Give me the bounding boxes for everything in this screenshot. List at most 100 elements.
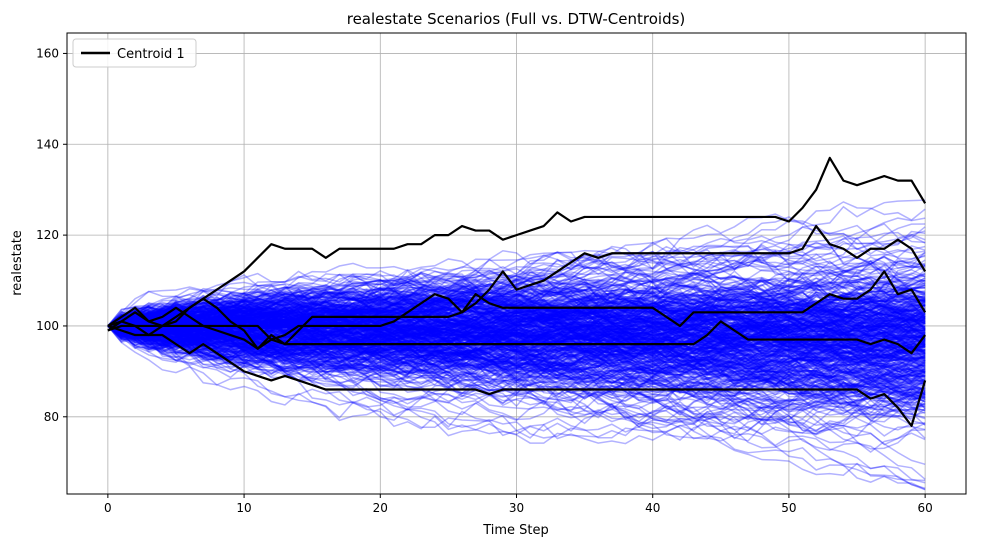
- y-tick-label: 80: [44, 410, 59, 424]
- legend-label-centroid-1: Centroid 1: [117, 47, 185, 62]
- scenario-line: [107, 275, 926, 327]
- scenario-line: [107, 247, 926, 327]
- scenario-line: [107, 291, 926, 336]
- scenario-line: [107, 324, 926, 388]
- scenario-line: [107, 325, 926, 394]
- scenario-line: [107, 311, 926, 349]
- scenario-line: [107, 316, 926, 404]
- scenario-line: [107, 278, 926, 348]
- scenario-line: [107, 317, 926, 389]
- scenario-line: [107, 250, 926, 329]
- scenario-line: [107, 325, 926, 480]
- scenario-line: [107, 290, 926, 343]
- scenario-line: [107, 291, 926, 351]
- scenario-line: [107, 311, 926, 377]
- scenario-line: [107, 320, 926, 358]
- scenario-line: [107, 305, 926, 391]
- scenario-line: [107, 295, 926, 366]
- scenario-line: [107, 325, 926, 384]
- scenario-line: [107, 310, 926, 425]
- scenario-line: [107, 235, 926, 329]
- scenario-line: [107, 277, 926, 330]
- scenario-line: [107, 303, 926, 368]
- scenario-line: [107, 251, 926, 337]
- centroid-line-3: [107, 270, 927, 341]
- scenario-line: [107, 303, 926, 358]
- scenario-line: [107, 322, 926, 389]
- scenario-line: [107, 283, 926, 364]
- scenario-line: [107, 293, 926, 340]
- scenario-line: [107, 300, 926, 351]
- x-tick-label: 40: [645, 501, 660, 515]
- scenario-line: [107, 201, 926, 327]
- centroid-line-2: [107, 224, 927, 350]
- scenario-line: [107, 306, 926, 389]
- scenario-line: [107, 290, 926, 342]
- scenario-line: [107, 305, 926, 369]
- scenario-line: [107, 325, 926, 442]
- scenario-line: [107, 305, 926, 374]
- scenario-line: [107, 315, 926, 373]
- scenario-line: [107, 304, 926, 366]
- scenario-line: [107, 289, 926, 341]
- scenario-line: [107, 287, 926, 342]
- scenario-line: [107, 324, 926, 397]
- scenario-line: [107, 286, 926, 398]
- scenario-line: [107, 305, 926, 377]
- scenario-line: [107, 318, 926, 394]
- scenario-line: [107, 295, 926, 361]
- scenario-line: [107, 312, 926, 362]
- scenario-line: [107, 244, 926, 338]
- scenario-line: [107, 306, 926, 366]
- scenario-line: [107, 303, 926, 369]
- scenario-line: [107, 292, 926, 390]
- scenario-line: [107, 306, 926, 351]
- scenario-line: [107, 291, 926, 350]
- scenario-line: [107, 324, 926, 382]
- scenario-line: [107, 296, 926, 359]
- scenario-line: [107, 325, 926, 373]
- scenario-line: [107, 295, 926, 340]
- scenario-line: [107, 310, 926, 379]
- scenario-line: [107, 278, 926, 383]
- scenario-line: [107, 298, 926, 347]
- scenario-line: [107, 272, 926, 340]
- scenario-line: [107, 272, 926, 343]
- scenario-line: [107, 257, 926, 327]
- scenario-line: [107, 312, 926, 400]
- y-tick-label: 100: [36, 319, 59, 333]
- scenario-line: [107, 302, 926, 360]
- scenario-line: [107, 319, 926, 437]
- scenario-line: [107, 325, 926, 378]
- scenario-line: [107, 311, 926, 356]
- scenario-line: [107, 325, 926, 370]
- scenario-line: [107, 318, 926, 388]
- scenario-line: [107, 317, 926, 370]
- scenario-line: [107, 287, 926, 350]
- scenario-line: [107, 296, 926, 344]
- scenario-line: [107, 312, 926, 384]
- scenario-line: [107, 313, 926, 366]
- scenario-line: [107, 271, 926, 334]
- scenario-line: [107, 294, 926, 341]
- scenario-line: [107, 286, 926, 369]
- scenario-line: [107, 286, 926, 328]
- scenario-line: [107, 305, 926, 369]
- scenario-line: [107, 291, 926, 399]
- centroid-line-5: [107, 324, 927, 427]
- centroid-line-1: [107, 156, 927, 328]
- scenario-line: [107, 325, 926, 450]
- scenario-line: [107, 285, 926, 336]
- scenario-line: [107, 315, 926, 376]
- scenario-line: [107, 310, 926, 367]
- scenario-line: [107, 314, 926, 364]
- scenario-line: [107, 311, 926, 387]
- scenario-line: [107, 261, 926, 352]
- scenario-line: [107, 313, 926, 387]
- scenario-line: [107, 290, 926, 340]
- scenario-line: [107, 316, 926, 374]
- scenario-line: [107, 307, 926, 352]
- chart-title: realestate Scenarios (Full vs. DTW-Centr…: [347, 10, 686, 28]
- scenario-line: [107, 296, 926, 331]
- scenario-line: [107, 293, 926, 378]
